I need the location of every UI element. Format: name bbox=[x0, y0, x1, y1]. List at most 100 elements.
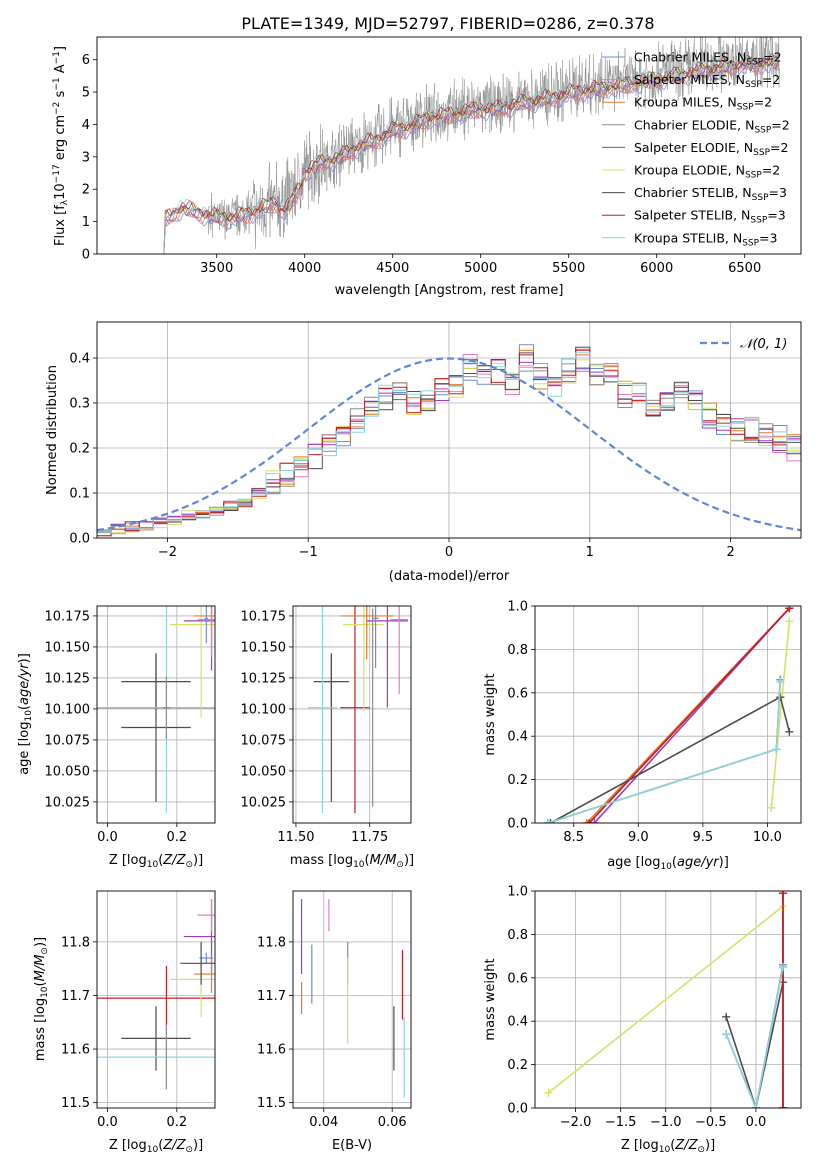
histogram-step-line bbox=[97, 348, 801, 538]
mass-weight-line bbox=[725, 966, 784, 1108]
legend-label-sub: SSP bbox=[745, 80, 762, 90]
plot-area bbox=[97, 606, 215, 814]
y-tick-label: 0.3 bbox=[69, 397, 90, 412]
legend-label: Chabrier MILES, NSSP=2 bbox=[634, 50, 782, 68]
mass-weight-line bbox=[725, 981, 784, 1108]
plus-marker bbox=[585, 819, 594, 823]
axes-frame bbox=[96, 36, 802, 255]
y-tick-label: 0.8 bbox=[507, 928, 528, 943]
y-tick-label: 10.025 bbox=[241, 795, 287, 810]
y-tick-label: 0.1 bbox=[69, 487, 90, 502]
x-tick-label: −2 bbox=[158, 545, 177, 560]
y-tick-label: 10.025 bbox=[45, 795, 91, 810]
axes-frame bbox=[96, 321, 802, 539]
x-tick-label: 0.0 bbox=[97, 830, 118, 845]
legend-label: Kroupa STELIB, NSSP=3 bbox=[634, 230, 778, 248]
y-tick-label: 11.8 bbox=[257, 935, 286, 950]
x-tick-label: 11.50 bbox=[277, 830, 314, 845]
legend-label-name: Salpeter MILES, N bbox=[634, 72, 745, 87]
plus-marker bbox=[785, 606, 794, 613]
x-tick-label: 0.2 bbox=[166, 1115, 187, 1130]
plus-marker bbox=[778, 1104, 787, 1108]
x-tick-label: 5000 bbox=[464, 261, 497, 276]
plus-marker bbox=[785, 727, 794, 736]
model-spectrum-line bbox=[163, 58, 780, 254]
y-axis-label: mass weight bbox=[483, 958, 498, 1040]
legend-label-suffix: =3 bbox=[769, 185, 787, 200]
legend-label-name: Salpeter STELIB, N bbox=[634, 208, 750, 223]
x-tick-label: 4000 bbox=[288, 261, 321, 276]
legend-label-name: Kroupa MILES, N bbox=[634, 95, 737, 110]
y-tick-label: 11.5 bbox=[257, 1096, 286, 1111]
x-axis-label: Z [log10(Z/Z⊙)] bbox=[109, 1138, 203, 1155]
x-tick-label: −1.0 bbox=[650, 1115, 682, 1130]
legend-label-suffix: =2 bbox=[763, 50, 781, 65]
y-tick-label: 0.4 bbox=[69, 352, 90, 367]
y-tick-label: 4 bbox=[82, 118, 90, 133]
plus-marker bbox=[772, 745, 781, 754]
mass-weight-line bbox=[547, 681, 782, 823]
x-tick-label: 9.0 bbox=[628, 830, 649, 845]
axes-frame bbox=[96, 890, 216, 1109]
y-tick-label: 0.0 bbox=[69, 532, 90, 547]
legend-label-sub: SSP bbox=[737, 103, 754, 113]
y-tick-label: 10.100 bbox=[45, 702, 91, 717]
axes-frame bbox=[534, 890, 802, 1109]
y-tick-label: 10.150 bbox=[241, 640, 287, 655]
x-tick-label: 1 bbox=[586, 545, 594, 560]
mass-weight-line bbox=[548, 905, 784, 1094]
plot-area bbox=[543, 606, 794, 823]
massweight-vs-age-panel: 8.5 9.0 9.5 10.0 0.0 0.2 0.4 0.6 0.8 1.0 age [log1… bbox=[483, 600, 802, 872]
model-spectrum-line bbox=[163, 57, 780, 254]
plus-marker bbox=[767, 803, 776, 812]
y-tick-label: 10.125 bbox=[241, 671, 287, 686]
x-tick-label: −0.5 bbox=[695, 1115, 727, 1130]
legend-label-name: Chabrier ELODIE, N bbox=[634, 117, 754, 132]
y-tick-label: 11.6 bbox=[257, 1043, 286, 1058]
y-tick-label: 11.7 bbox=[61, 989, 90, 1004]
plus-marker bbox=[785, 617, 794, 626]
model-spectrum-line bbox=[163, 51, 780, 254]
y-tick-label: 0.2 bbox=[69, 442, 90, 457]
x-tick-label: 0.0 bbox=[746, 1115, 767, 1130]
mass-weight-line bbox=[550, 695, 791, 823]
plot-area bbox=[97, 344, 801, 538]
legend-label-sub: SSP bbox=[746, 58, 763, 68]
legend-label-suffix: =2 bbox=[771, 117, 789, 132]
plus-marker bbox=[582, 819, 591, 823]
y-tick-label: 11.8 bbox=[61, 935, 90, 950]
y-tick-label: 10.175 bbox=[45, 609, 91, 624]
histogram-step-line bbox=[97, 349, 801, 538]
histogram-step-line bbox=[97, 346, 801, 538]
spectrum-panel: 3500 4000 4500 5000 5500 6000 6500 0 1 2 3 4 5 6 Chabr… bbox=[52, 36, 802, 298]
x-tick-label: 11.75 bbox=[351, 830, 388, 845]
y-tick-label: 0.6 bbox=[507, 971, 528, 986]
y-tick-label: 10.050 bbox=[45, 764, 91, 779]
x-tick-label: −1.5 bbox=[605, 1115, 637, 1130]
plus-marker bbox=[751, 1104, 760, 1108]
x-tick-label: −2.0 bbox=[560, 1115, 592, 1130]
plus-marker bbox=[722, 1012, 731, 1021]
y-tick-label: 10.175 bbox=[241, 609, 287, 624]
y-tick-label: 0.6 bbox=[507, 686, 528, 701]
y-tick-label: 0 bbox=[82, 248, 90, 263]
model-spectrum-line bbox=[163, 59, 780, 254]
x-axis-label: (data-model)/error bbox=[389, 569, 510, 584]
histogram-step-line bbox=[97, 352, 801, 538]
legend-label-name: Chabrier STELIB, N bbox=[634, 185, 752, 200]
legend-label-sub: SSP bbox=[754, 125, 771, 135]
y-tick-label: 10.150 bbox=[45, 640, 91, 655]
y-axis-label: mass [log10(M/M⊙)] bbox=[33, 937, 50, 1061]
y-tick-label: 10.125 bbox=[45, 671, 91, 686]
legend-label-suffix: =2 bbox=[770, 140, 788, 155]
y-tick-label: 11.5 bbox=[61, 1096, 90, 1111]
legend-label-suffix: =2 bbox=[754, 95, 772, 110]
x-axis-label: age [log10(age/yr)] bbox=[607, 855, 729, 872]
plus-marker bbox=[590, 819, 599, 823]
figure-title: PLATE=1349, MJD=52797, FIBERID=0286, z=0… bbox=[241, 14, 654, 33]
mass-weight-line bbox=[725, 964, 784, 1108]
x-tick-label: −1 bbox=[299, 545, 318, 560]
mass-weight-line bbox=[588, 607, 790, 823]
mass-weight-line bbox=[770, 621, 791, 808]
